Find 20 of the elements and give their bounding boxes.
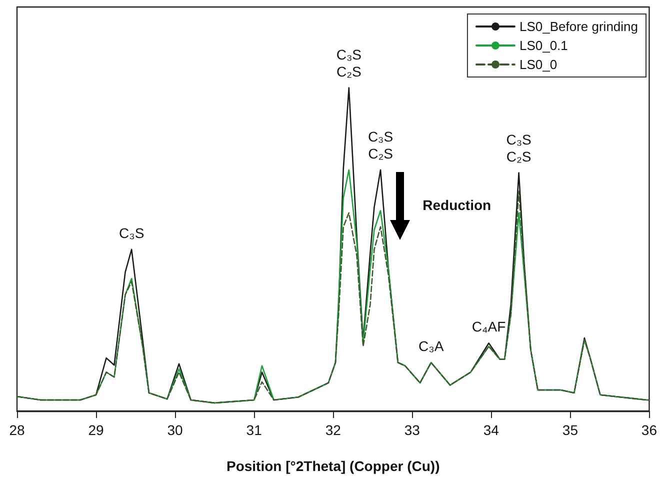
legend-label: LS0_Before grinding bbox=[519, 19, 638, 34]
x-tick-label: 36 bbox=[641, 422, 658, 438]
annotation: C₃S bbox=[119, 224, 144, 241]
legend-label: LS0_0.1 bbox=[519, 38, 568, 53]
x-tick-label: 31 bbox=[246, 422, 262, 438]
legend-label: LS0_0 bbox=[519, 57, 558, 72]
x-axis-title: Position [°2Theta] (Copper (Cu)) bbox=[226, 458, 440, 474]
annotation: C₃S C₂S bbox=[506, 131, 532, 164]
x-tick-label: 28 bbox=[9, 422, 25, 438]
annotation: C₃A bbox=[418, 338, 444, 354]
x-tick-label: 34 bbox=[483, 422, 500, 438]
annotation: C₃S C₂S bbox=[336, 46, 362, 80]
x-tick-label: 30 bbox=[167, 422, 184, 438]
x-tick-label: 29 bbox=[88, 422, 104, 438]
annotation: Reduction bbox=[422, 196, 492, 213]
annotation: C₃S C₂S bbox=[368, 128, 394, 162]
x-tick-label: 35 bbox=[562, 422, 578, 438]
annotation: C₄AF bbox=[472, 318, 506, 335]
x-tick-label: 32 bbox=[325, 422, 342, 438]
x-tick-label: 33 bbox=[404, 422, 420, 438]
